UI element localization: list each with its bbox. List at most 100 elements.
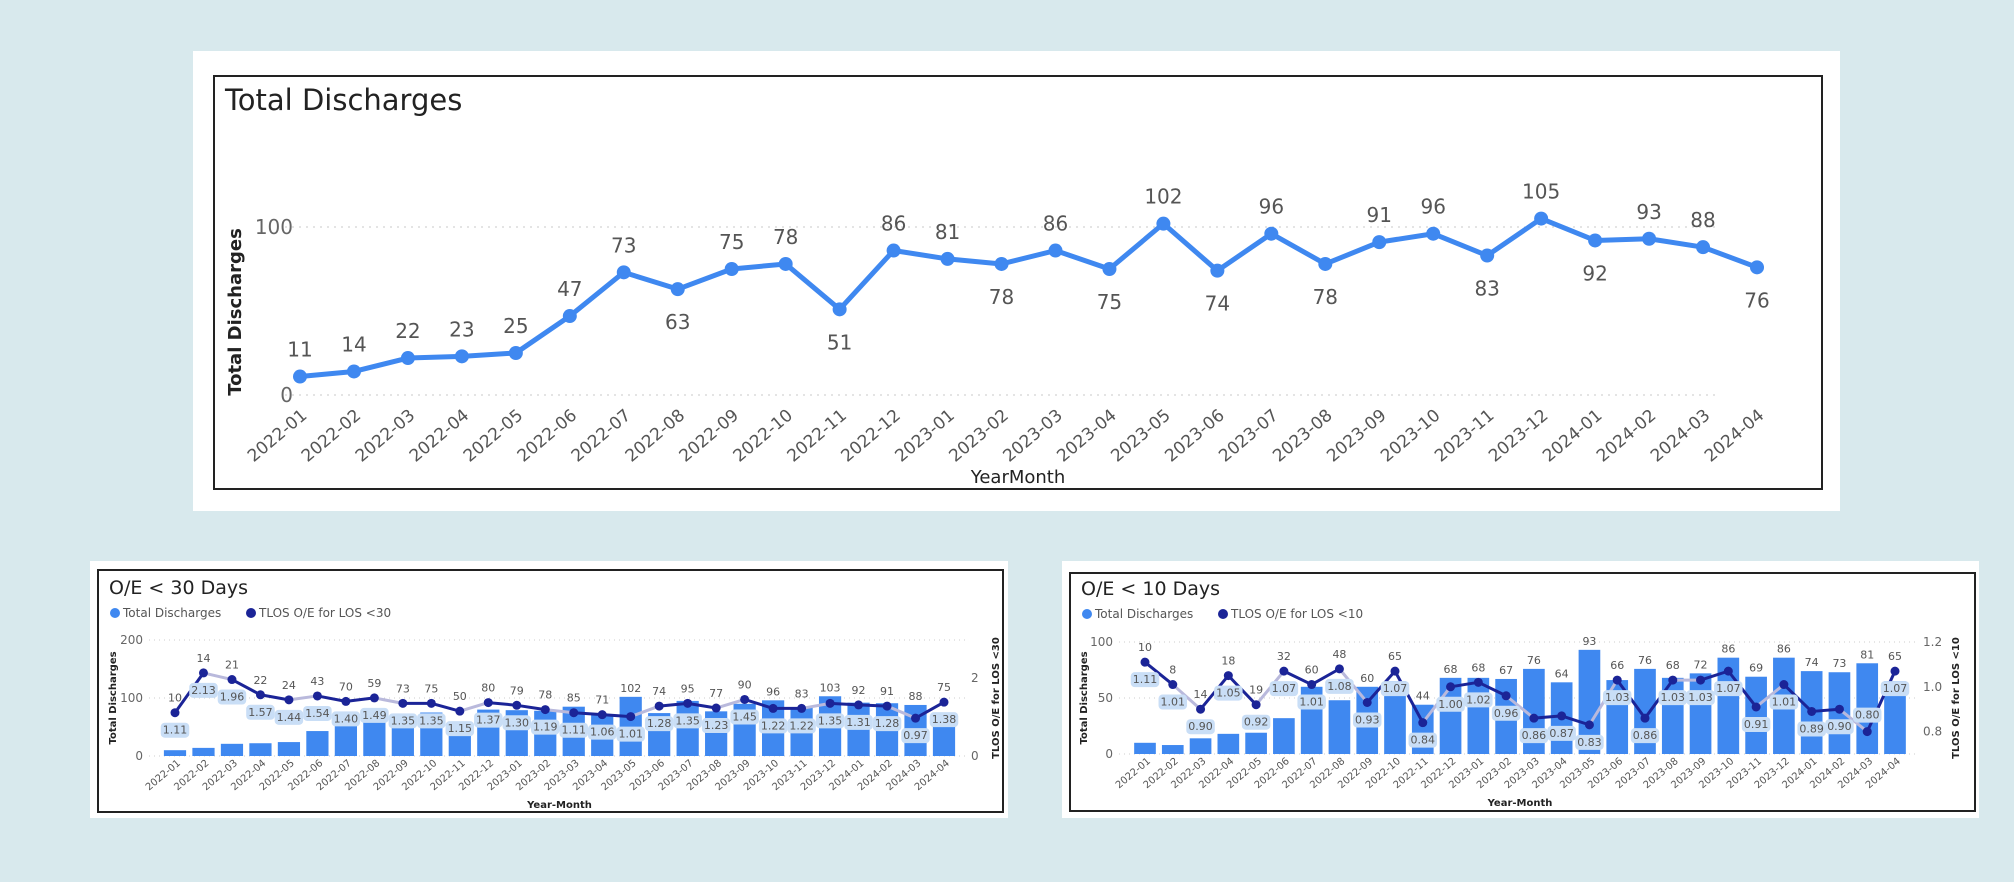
line-label-bg bbox=[1436, 696, 1465, 712]
line-point bbox=[569, 708, 579, 718]
bar-data-label: 22 bbox=[253, 674, 267, 687]
line-segment bbox=[258, 693, 291, 702]
line-point bbox=[768, 703, 778, 713]
x-tick-label: 2022-03 bbox=[352, 406, 419, 467]
line-segment bbox=[1476, 680, 1508, 698]
legend-label: Total Discharges bbox=[122, 606, 221, 620]
line-data-label: 1.45 bbox=[732, 710, 757, 723]
line-point bbox=[1834, 704, 1844, 714]
line-segment bbox=[629, 704, 661, 719]
data-point bbox=[1048, 243, 1063, 258]
bar-data-label: 43 bbox=[310, 675, 324, 688]
bar-data-label: 69 bbox=[1749, 662, 1763, 675]
line-data-label: 1.54 bbox=[305, 707, 330, 720]
line-data-label: 2.13 bbox=[191, 684, 216, 697]
line-point bbox=[740, 694, 750, 704]
data-label: 76 bbox=[1744, 288, 1769, 312]
y2-tick-label: 1.0 bbox=[1923, 680, 1942, 694]
line-data-label: 1.07 bbox=[1272, 682, 1297, 695]
line-point bbox=[540, 705, 550, 715]
bar-data-label: 75 bbox=[424, 682, 438, 695]
bar-data-label: 90 bbox=[738, 678, 752, 691]
bar-data-label: 65 bbox=[1388, 650, 1402, 663]
data-label: 25 bbox=[503, 314, 528, 338]
bar-data-label: 68 bbox=[1471, 661, 1485, 674]
data-point bbox=[1696, 240, 1711, 255]
line-label-bg bbox=[531, 719, 560, 735]
line-data-label: 0.84 bbox=[1411, 734, 1436, 747]
data-label: 96 bbox=[1420, 195, 1445, 219]
line-data-label: 1.49 bbox=[362, 709, 387, 722]
line-point bbox=[227, 675, 237, 685]
line-point bbox=[512, 700, 522, 710]
line-data-label: 1.07 bbox=[1883, 682, 1908, 695]
chart-title: Total Discharges bbox=[225, 83, 463, 117]
bar-data-label: 10 bbox=[1138, 641, 1152, 654]
line-data-label: 0.83 bbox=[1577, 736, 1602, 749]
data-label: 47 bbox=[557, 277, 582, 301]
data-point bbox=[832, 302, 847, 317]
line-label-bg bbox=[1630, 728, 1660, 744]
line-data-label: 1.35 bbox=[675, 714, 700, 727]
line-point bbox=[1807, 706, 1817, 716]
line-data-label: 1.35 bbox=[419, 714, 444, 727]
y-tick-label: 50 bbox=[1098, 691, 1113, 705]
line-point bbox=[483, 698, 493, 708]
data-point bbox=[1480, 248, 1495, 263]
x-tick-label: 2022-05 bbox=[460, 406, 527, 467]
line-point bbox=[1612, 675, 1622, 685]
line-data-label: 0.89 bbox=[1799, 722, 1824, 735]
data-label: 92 bbox=[1582, 261, 1607, 285]
bar-data-label: 103 bbox=[820, 681, 841, 694]
data-point bbox=[1642, 231, 1657, 246]
line-segment bbox=[600, 713, 633, 719]
line-data-label: 1.23 bbox=[704, 719, 729, 732]
data-point bbox=[940, 251, 955, 266]
x-tick-label: 2023-02 bbox=[945, 406, 1012, 467]
line-data-label: 1.01 bbox=[1772, 696, 1797, 709]
x-tick-label: 2023-04 bbox=[1053, 406, 1120, 467]
bar-data-label: 67 bbox=[1499, 664, 1513, 677]
line-segment bbox=[572, 711, 604, 717]
line-label-bg bbox=[1519, 728, 1549, 744]
line-label-bg bbox=[445, 721, 475, 737]
bar bbox=[1884, 681, 1906, 754]
y-axis-title: Total Discharges bbox=[1079, 651, 1090, 744]
line-point bbox=[1779, 680, 1789, 690]
bar-data-label: 96 bbox=[766, 685, 780, 698]
y-tick-label: 0 bbox=[135, 749, 143, 763]
line-label-bg bbox=[1575, 734, 1604, 750]
line-point bbox=[1362, 697, 1372, 707]
x-tick-label: 2023-05 bbox=[1107, 406, 1174, 467]
data-label: 78 bbox=[773, 225, 798, 249]
line-segment bbox=[1282, 669, 1314, 687]
line-data-label: 0.80 bbox=[1855, 709, 1880, 722]
line-label-bg bbox=[1269, 681, 1299, 697]
line-point bbox=[1473, 677, 1483, 687]
bar-data-label: 74 bbox=[1805, 656, 1819, 669]
line-segment bbox=[1532, 714, 1564, 720]
line-label-bg bbox=[673, 713, 702, 729]
line-segment bbox=[1810, 707, 1841, 713]
line-label-bg bbox=[360, 707, 389, 723]
bar-data-label: 18 bbox=[1221, 655, 1235, 668]
line-label-bg bbox=[1602, 690, 1632, 706]
y2-axis-title: TLOS O/E for LOS <10 bbox=[1951, 637, 1962, 759]
line-point bbox=[797, 703, 807, 713]
line-data-label: 1.38 bbox=[932, 713, 957, 726]
x-axis-title: Year-Month bbox=[526, 800, 592, 811]
data-label: 63 bbox=[665, 310, 690, 334]
bar bbox=[1134, 742, 1156, 754]
line-point bbox=[1584, 720, 1594, 730]
line-label-bg bbox=[388, 713, 418, 729]
data-label: 91 bbox=[1367, 203, 1392, 227]
line-data-label: 1.19 bbox=[533, 721, 558, 734]
x-tick-label: 2022-02 bbox=[298, 406, 365, 467]
bar-data-label: 88 bbox=[909, 690, 923, 703]
bar-data-label: 102 bbox=[620, 682, 641, 695]
x-axis-title: YearMonth bbox=[970, 467, 1066, 488]
line-label-bg bbox=[1852, 707, 1882, 723]
line-segment bbox=[486, 701, 519, 707]
line-data-label: 1.28 bbox=[875, 717, 900, 730]
bar bbox=[220, 743, 244, 756]
